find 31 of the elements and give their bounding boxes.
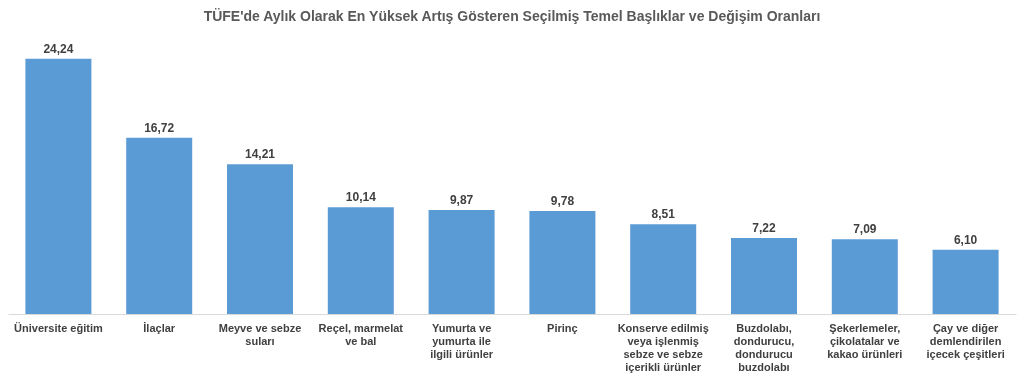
x-tick-label: Şekerlemeler, çikolatalar ve kakao ürünleri [827,321,903,360]
x-tick-label: Çay ve diğer demlendirilen içecek çeşitleri [926,321,1005,360]
data-label: 16,72 [144,120,175,135]
data-label: 24,24 [43,41,74,56]
data-label: 9,87 [449,193,474,208]
bar [227,164,293,314]
x-tick-label: Yumurta ve yumurta ile ilgili ürünler [430,321,494,360]
bar [327,207,394,314]
bar [932,249,999,314]
bar [630,224,697,314]
data-label: 6,10 [953,232,978,247]
bar [428,210,495,314]
x-tick-label: Konserve edilmiş veya işlenmiş sebze ve sebze içerikli ürünler [617,321,709,373]
x-tick-label: Meyve ve sebze suları [218,321,302,347]
x-tick-label: İlaçlar [143,321,176,334]
x-tick-label: Buzdolabı, dondurucu, dondurucu buzdolabı [733,321,795,373]
bar [731,237,797,314]
chart-title: TÜFE'de Aylık Olarak En Yüksek Artış Gösteren Seçilmiş Temel Başlıklar ve Değişim Oranları [203,8,821,24]
x-tick-label: Reçel, marmelat ve bal [318,321,404,347]
bar [25,58,92,314]
data-label: 7,09 [853,222,877,237]
data-label: 10,14 [345,190,377,205]
x-tick-label: Üniversite eğitim [14,321,103,334]
data-label: 9,78 [550,193,575,208]
bar [126,137,193,314]
data-label: 14,21 [244,147,276,162]
data-label: 8,51 [651,207,676,222]
bar [529,210,596,314]
data-label: 7,22 [752,220,776,235]
bar [831,239,898,314]
x-tick-label: Pirinç [547,321,578,334]
